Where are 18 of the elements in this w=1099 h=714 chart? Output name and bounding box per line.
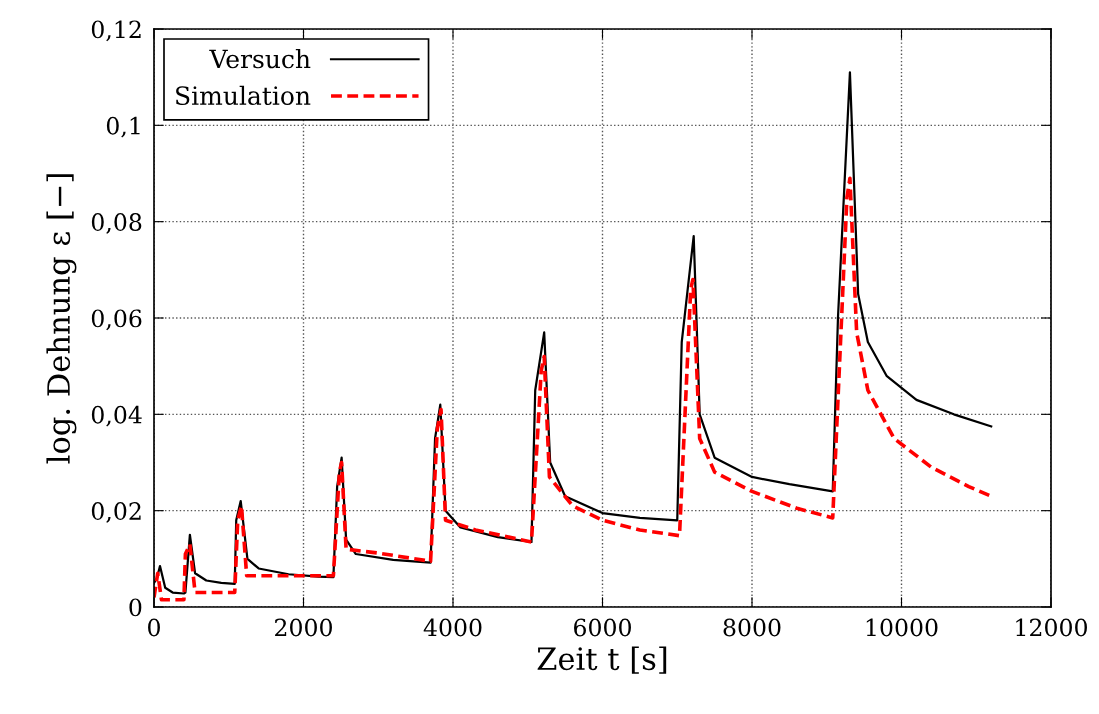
- x-tick-label: 4000: [423, 618, 482, 637]
- legend-label: Simulation: [176, 85, 311, 106]
- y-tick-label: 0,04: [91, 405, 142, 427]
- legend-label: Versuch: [209, 49, 311, 69]
- y-tick-label: 0,06: [91, 309, 142, 331]
- y-tick-label: 0,12: [91, 20, 141, 42]
- y-tick-label: 0,02: [91, 502, 141, 523]
- x-tick-label: 10000: [866, 618, 938, 637]
- y-tick-label: 0: [129, 598, 142, 617]
- x-tick-label: 0: [148, 618, 160, 637]
- y-tick-label: 0,08: [91, 213, 142, 234]
- x-tick-label: 12000: [1016, 618, 1087, 637]
- x-axis-title: Zeit t [s]: [537, 646, 667, 674]
- y-tick-label: 0,1: [106, 116, 140, 138]
- y-axis-title: log. Dehnung ε [−]: [46, 174, 77, 464]
- x-tick-label: 6000: [574, 618, 631, 637]
- x-tick-label: 8000: [723, 618, 781, 637]
- x-tick-label: 2000: [275, 618, 332, 637]
